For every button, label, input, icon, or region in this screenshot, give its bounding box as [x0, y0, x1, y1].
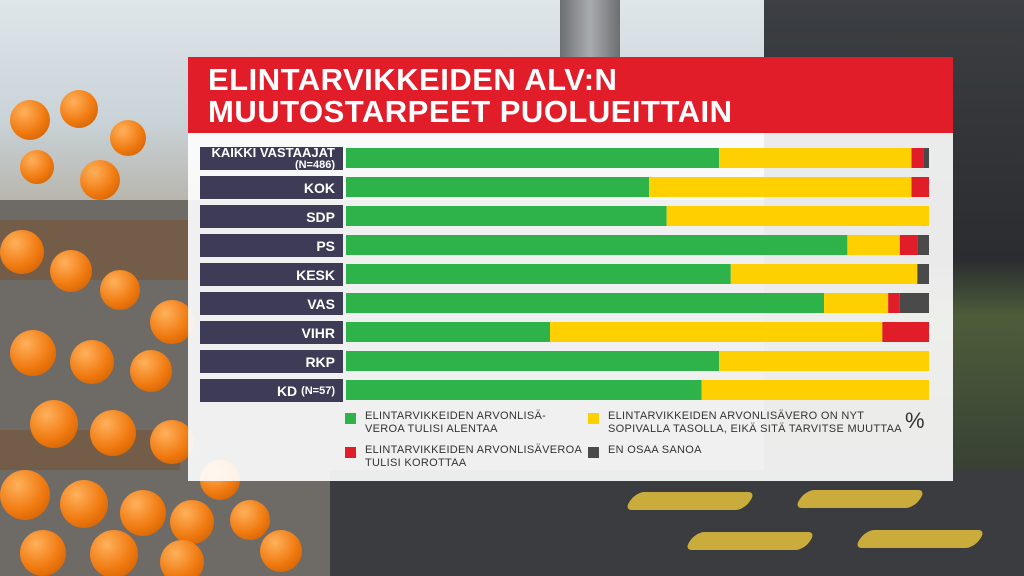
chart-panel: ELINTARVIKKEIDEN ALV:N MUUTOSTARPEET PUO…	[188, 57, 953, 481]
category-label-text: KOK	[303, 179, 335, 196]
orange	[20, 150, 54, 184]
bar-segment-lower	[346, 206, 667, 226]
bar-segment-keep	[847, 235, 900, 255]
legend-swatch-green	[345, 413, 356, 424]
bar-segment-dont-know	[899, 293, 929, 313]
orange	[80, 160, 120, 200]
orange	[130, 350, 172, 392]
basket-slot	[853, 530, 987, 548]
orange	[260, 530, 302, 572]
category-label: PS	[200, 234, 343, 257]
chart-title-line-1: ELINTARVIKKEIDEN ALV:N	[208, 62, 618, 97]
bar-segment-keep	[550, 322, 883, 342]
category-label-text: KAIKKI VASTAAJAT	[211, 144, 336, 160]
basket-slot	[683, 532, 817, 550]
orange	[170, 500, 214, 544]
bar-segment-keep	[701, 380, 929, 400]
bar-segment-keep	[824, 293, 889, 313]
orange	[230, 500, 270, 540]
legend-swatch-yellow	[588, 413, 599, 424]
orange	[100, 270, 140, 310]
orange	[0, 470, 50, 520]
bar-segment-lower	[346, 148, 720, 168]
category-label-sub: (N=486)	[294, 158, 335, 171]
category-label-text: VAS	[307, 295, 335, 312]
category-label: KESK	[200, 263, 343, 286]
orange	[30, 400, 78, 448]
category-label: VIHR	[200, 321, 343, 344]
bar-segment-dont-know	[917, 235, 929, 255]
category-label: RKP	[200, 350, 343, 373]
legend-label-dont-know: EN OSAA SANOA	[608, 444, 702, 456]
orange	[20, 530, 66, 576]
orange	[90, 410, 136, 456]
chart-title-line-2: MUUTOSTARPEET PUOLUEITTAIN	[208, 94, 733, 129]
category-label: KD (N=57)	[200, 379, 343, 402]
bar-segment-keep	[666, 206, 929, 226]
bar-segment-lower	[346, 380, 702, 400]
bar-segment-raise	[911, 148, 924, 168]
basket-slot	[793, 490, 927, 508]
orange	[10, 330, 56, 376]
bar-segment-raise	[888, 293, 900, 313]
orange	[60, 480, 108, 528]
category-label: VAS	[200, 292, 343, 315]
bar-segment-lower	[346, 293, 825, 313]
orange	[50, 250, 92, 292]
legend-swatch-dark	[588, 447, 599, 458]
category-label: KOK	[200, 176, 343, 199]
bar-segment-keep	[649, 177, 912, 197]
unit-label: %	[905, 408, 925, 433]
orange	[90, 530, 138, 576]
category-label-text: PS	[316, 237, 335, 254]
orange	[160, 540, 204, 576]
orange	[110, 120, 146, 156]
category-label: SDP	[200, 205, 343, 228]
category-label-text: SDP	[306, 208, 335, 225]
stacked-bar-chart	[346, 148, 929, 400]
bar-segment-lower	[346, 322, 551, 342]
bar-segment-raise	[882, 322, 929, 342]
orange	[10, 100, 50, 140]
category-label-text: VIHR	[301, 324, 335, 341]
basket-handle	[560, 0, 620, 64]
category-label: KAIKKI VASTAAJAT (N=486)	[200, 144, 343, 171]
orange	[120, 490, 166, 536]
orange	[60, 90, 98, 128]
legend-label-raise: ELINTARVIKKEIDEN ARVONLISÄVEROA TULISI K…	[365, 444, 583, 469]
bar-segment-lower	[346, 351, 720, 371]
bar-segment-lower	[346, 264, 731, 284]
bar-segment-raise	[899, 235, 918, 255]
bar-segment-lower	[346, 235, 848, 255]
bar-segment-keep	[730, 264, 918, 284]
orange	[0, 230, 44, 274]
shopping-basket	[330, 470, 1024, 576]
title-bar: ELINTARVIKKEIDEN ALV:N MUUTOSTARPEET PUO…	[188, 57, 953, 133]
basket-slot	[623, 492, 757, 510]
bar-segment-dont-know	[917, 264, 929, 284]
category-label-text: RKP	[305, 353, 335, 370]
bar-segment-keep	[719, 148, 912, 168]
orange	[150, 300, 194, 344]
legend-label-keep: ELINTARVIKKEIDEN ARVONLISÄVERO ON NYT SO…	[608, 410, 902, 435]
category-label-text: KESK	[296, 266, 335, 283]
legend-label-lower: ELINTARVIKKEIDEN ARVONLISÄ- VEROA TULISI…	[365, 410, 547, 435]
legend-swatch-red	[345, 447, 356, 458]
bar-segment-raise	[911, 177, 929, 197]
category-label-sub: (N=57)	[301, 384, 335, 397]
bar-segment-lower	[346, 177, 650, 197]
bar-segment-dont-know	[923, 148, 929, 168]
orange	[150, 420, 194, 464]
category-label-text: KD	[276, 382, 302, 399]
bar-segment-keep	[719, 351, 929, 371]
orange	[70, 340, 114, 384]
